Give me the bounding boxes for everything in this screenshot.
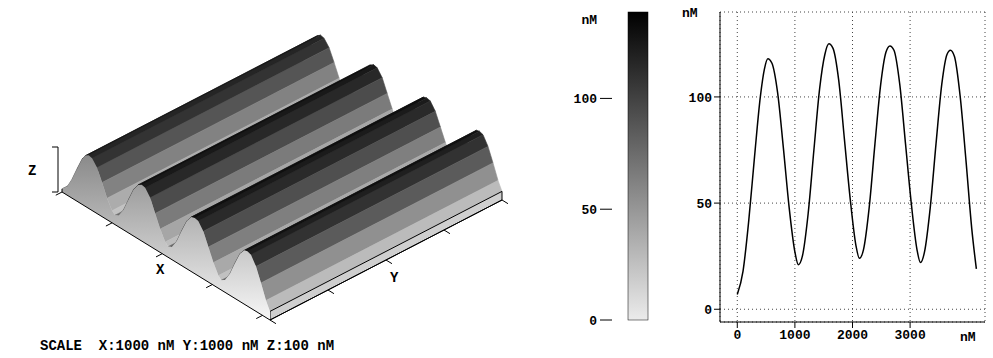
svg-text:100: 100 (689, 91, 713, 106)
html-text:nM: nM (960, 330, 976, 345)
svg-text:2000: 2000 (837, 328, 868, 343)
svg-text:Z: Z (28, 163, 36, 179)
svg-text:100: 100 (574, 92, 598, 107)
svg-text:X: X (156, 262, 165, 278)
svg-text:Y: Y (390, 270, 399, 286)
svg-text:50: 50 (696, 197, 712, 212)
svg-text:0: 0 (733, 328, 741, 343)
svg-text:3000: 3000 (894, 328, 925, 343)
svg-text:0: 0 (589, 314, 597, 329)
svg-text:SCALE X:1000 nM Y:1000 nM Z:1: SCALE X:1000 nM Y:1000 nM Z:100 nM (40, 338, 334, 354)
html-text:nM: nM (682, 6, 698, 21)
svg-text:0: 0 (704, 303, 712, 318)
svg-text:1000: 1000 (779, 328, 810, 343)
svg-text:nM: nM (581, 13, 597, 28)
svg-text:50: 50 (581, 203, 597, 218)
